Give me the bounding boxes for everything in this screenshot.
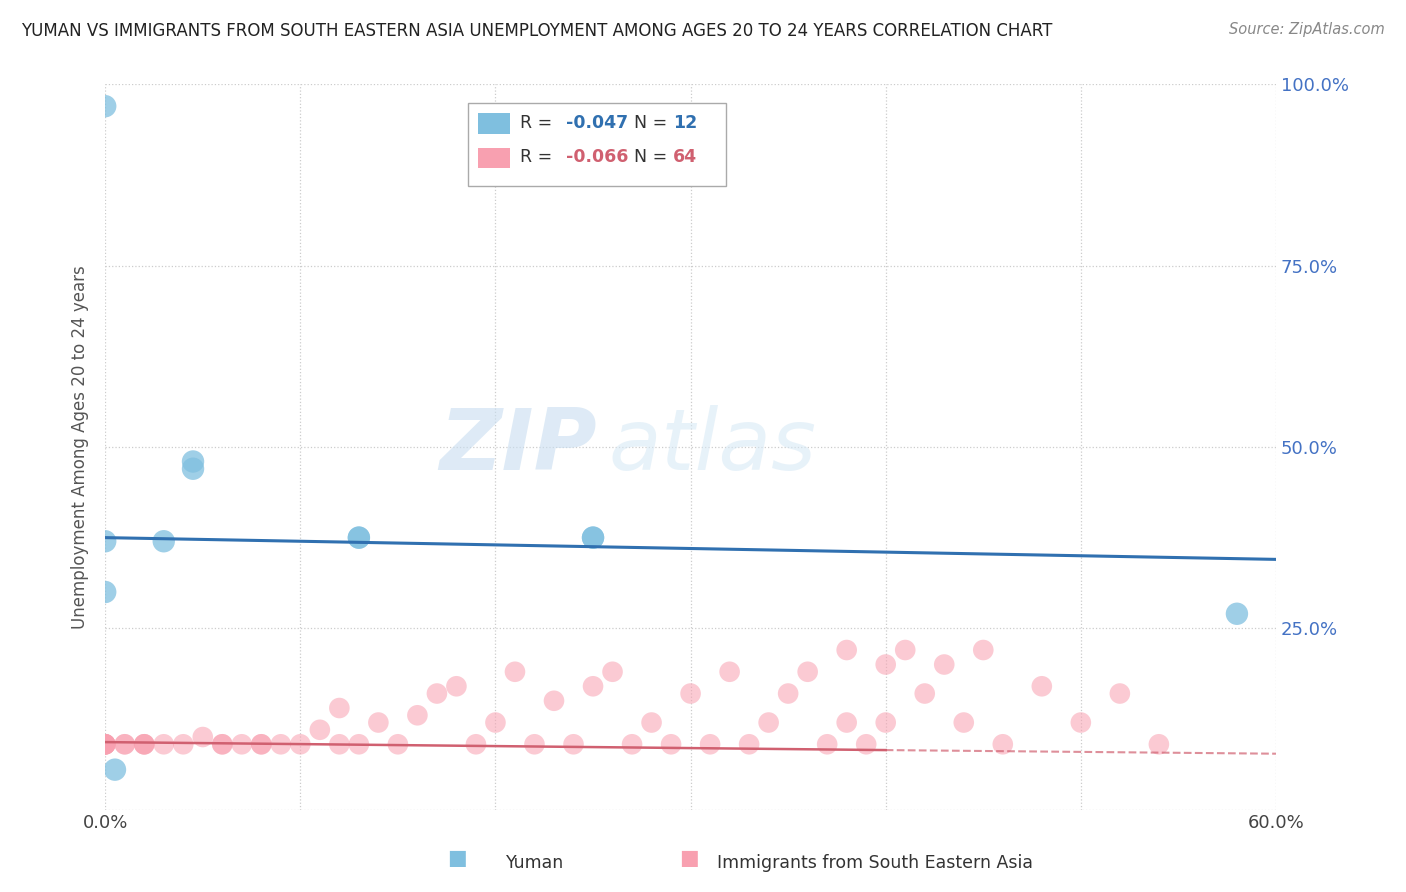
Point — [875, 657, 897, 672]
Point — [503, 665, 526, 679]
FancyBboxPatch shape — [478, 113, 510, 134]
Point — [328, 701, 350, 715]
Point — [835, 643, 858, 657]
Text: Immigrants from South Eastern Asia: Immigrants from South Eastern Asia — [717, 855, 1033, 872]
Point — [582, 531, 605, 545]
Point — [1226, 607, 1249, 621]
Text: -0.066: -0.066 — [567, 148, 628, 166]
Text: atlas: atlas — [609, 406, 817, 489]
Point — [152, 737, 174, 751]
Point — [250, 737, 273, 751]
Point — [94, 99, 117, 113]
Point — [231, 737, 253, 751]
Point — [835, 715, 858, 730]
Point — [181, 454, 204, 468]
Point — [270, 737, 292, 751]
FancyBboxPatch shape — [468, 103, 725, 186]
Text: N =: N = — [623, 114, 672, 132]
Point — [875, 715, 897, 730]
Text: R =: R = — [520, 114, 557, 132]
Point — [308, 723, 330, 737]
Point — [465, 737, 488, 751]
Point — [347, 531, 370, 545]
Point — [758, 715, 780, 730]
Point — [582, 531, 605, 545]
Point — [718, 665, 741, 679]
Point — [991, 737, 1014, 751]
Point — [602, 665, 624, 679]
Point — [659, 737, 682, 751]
Point — [972, 643, 994, 657]
Point — [211, 737, 233, 751]
Point — [1147, 737, 1170, 751]
Y-axis label: Unemployment Among Ages 20 to 24 years: Unemployment Among Ages 20 to 24 years — [72, 265, 89, 629]
Point — [290, 737, 312, 751]
Point — [679, 686, 702, 700]
Point — [894, 643, 917, 657]
Point — [562, 737, 585, 751]
Point — [94, 737, 117, 751]
Point — [426, 686, 449, 700]
Point — [1070, 715, 1092, 730]
Point — [152, 534, 174, 549]
Text: Source: ZipAtlas.com: Source: ZipAtlas.com — [1229, 22, 1385, 37]
Point — [796, 665, 818, 679]
Point — [640, 715, 662, 730]
Point — [952, 715, 974, 730]
Text: YUMAN VS IMMIGRANTS FROM SOUTH EASTERN ASIA UNEMPLOYMENT AMONG AGES 20 TO 24 YEA: YUMAN VS IMMIGRANTS FROM SOUTH EASTERN A… — [21, 22, 1053, 40]
Text: 12: 12 — [673, 114, 697, 132]
Point — [181, 461, 204, 475]
Point — [94, 737, 117, 751]
Point — [778, 686, 800, 700]
Point — [211, 737, 233, 751]
Point — [855, 737, 877, 751]
Point — [582, 679, 605, 693]
FancyBboxPatch shape — [478, 147, 510, 168]
Text: N =: N = — [623, 148, 672, 166]
Point — [543, 694, 565, 708]
Point — [114, 737, 136, 751]
Point — [523, 737, 546, 751]
Point — [94, 737, 117, 751]
Point — [699, 737, 721, 751]
Point — [406, 708, 429, 723]
Point — [134, 737, 156, 751]
Text: ■: ■ — [679, 848, 699, 868]
Point — [328, 737, 350, 751]
Text: ■: ■ — [447, 848, 467, 868]
Point — [94, 585, 117, 599]
Point — [484, 715, 506, 730]
Point — [815, 737, 838, 751]
Point — [914, 686, 936, 700]
Point — [94, 737, 117, 751]
Point — [387, 737, 409, 751]
Point — [134, 737, 156, 751]
Point — [446, 679, 468, 693]
Point — [114, 737, 136, 751]
Text: 64: 64 — [673, 148, 697, 166]
Point — [347, 531, 370, 545]
Point — [172, 737, 194, 751]
Point — [1108, 686, 1130, 700]
Point — [367, 715, 389, 730]
Text: -0.047: -0.047 — [567, 114, 628, 132]
Text: R =: R = — [520, 148, 557, 166]
Point — [738, 737, 761, 751]
Point — [94, 737, 117, 751]
Text: ZIP: ZIP — [439, 406, 598, 489]
Point — [250, 737, 273, 751]
Point — [1031, 679, 1053, 693]
Point — [347, 737, 370, 751]
Text: Yuman: Yuman — [506, 855, 564, 872]
Point — [134, 737, 156, 751]
Point — [621, 737, 644, 751]
Point — [934, 657, 956, 672]
Point — [104, 763, 127, 777]
Point — [94, 534, 117, 549]
Point — [94, 737, 117, 751]
Point — [191, 730, 214, 744]
